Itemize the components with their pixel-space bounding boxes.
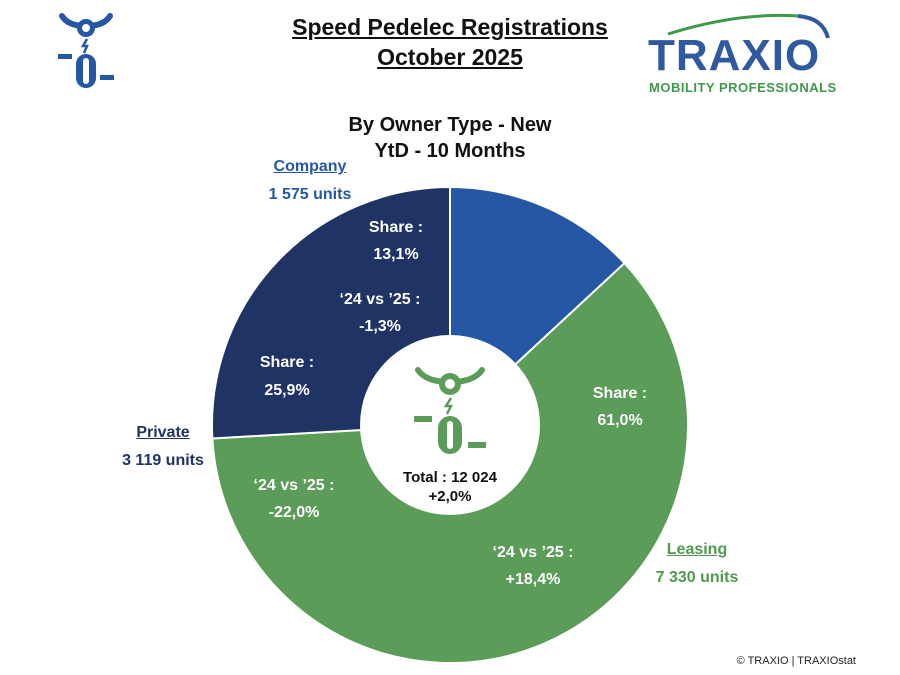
company-share-label: Share : <box>369 219 423 236</box>
leasing-share-label: Share : <box>593 385 647 402</box>
private-share-label: Share : <box>260 354 314 371</box>
logo-wordmark: TRAXIO <box>648 31 821 80</box>
chart-title: Speed Pedelec Registrations October 2025 <box>200 12 700 72</box>
leasing-change-label: ‘24 vs ’25 : <box>493 544 574 561</box>
leasing-share-value: 61,0% <box>597 412 642 429</box>
label-private: Private 3 119 units <box>83 424 243 470</box>
private-change-label: ‘24 vs ’25 : <box>254 477 335 494</box>
label-private-units: 3 119 units <box>122 452 204 469</box>
label-company-units: 1 575 units <box>268 186 352 203</box>
center-pedelec-icon <box>414 367 486 454</box>
label-leasing-units: 7 330 units <box>655 569 739 586</box>
private-share-value: 25,9% <box>264 382 309 399</box>
center-total: Total : 12 024 <box>403 469 498 486</box>
chart-subtitle: By Owner Type - New YtD - 10 Months <box>250 112 650 164</box>
label-leasing: Leasing 7 330 units <box>617 541 777 587</box>
label-leasing-name: Leasing <box>666 541 728 558</box>
logo-swoosh-icon <box>667 13 830 39</box>
label-company: Company 1 575 units <box>230 158 390 204</box>
logo-tagline: MOBILITY PROFESSIONALS <box>649 80 837 95</box>
source-credit: © TRAXIO | TRAXIOstat <box>736 655 856 667</box>
traxio-logo: TRAXIO MOBILITY PROFESSIONALS <box>648 8 848 98</box>
title-line-1: Speed Pedelec Registrations <box>292 14 608 40</box>
private-change-value: -22,0% <box>269 504 320 521</box>
subtitle-line-1: By Owner Type - New <box>348 114 552 136</box>
company-change-value: -1,3% <box>359 318 401 335</box>
speed-pedelec-icon <box>58 13 114 88</box>
leasing-change-value: +18,4% <box>506 571 561 588</box>
company-change-label: ‘24 vs ’25 : <box>340 291 421 308</box>
subtitle-line-2: YtD - 10 Months <box>374 140 526 162</box>
center-change: +2,0% <box>429 488 472 505</box>
label-private-name: Private <box>136 424 190 441</box>
company-share-value: 13,1% <box>373 246 418 263</box>
label-company-name: Company <box>273 158 347 175</box>
title-line-2: October 2025 <box>377 44 523 70</box>
